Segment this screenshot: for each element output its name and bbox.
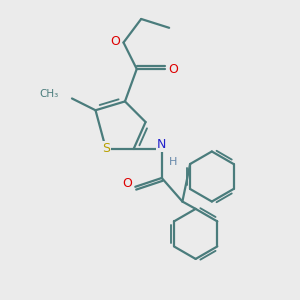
Text: O: O bbox=[122, 177, 132, 190]
Text: S: S bbox=[102, 142, 110, 155]
Text: H: H bbox=[169, 157, 178, 167]
Text: CH₃: CH₃ bbox=[40, 89, 59, 99]
Text: O: O bbox=[168, 62, 178, 76]
Text: N: N bbox=[157, 138, 167, 151]
Text: O: O bbox=[110, 34, 120, 48]
